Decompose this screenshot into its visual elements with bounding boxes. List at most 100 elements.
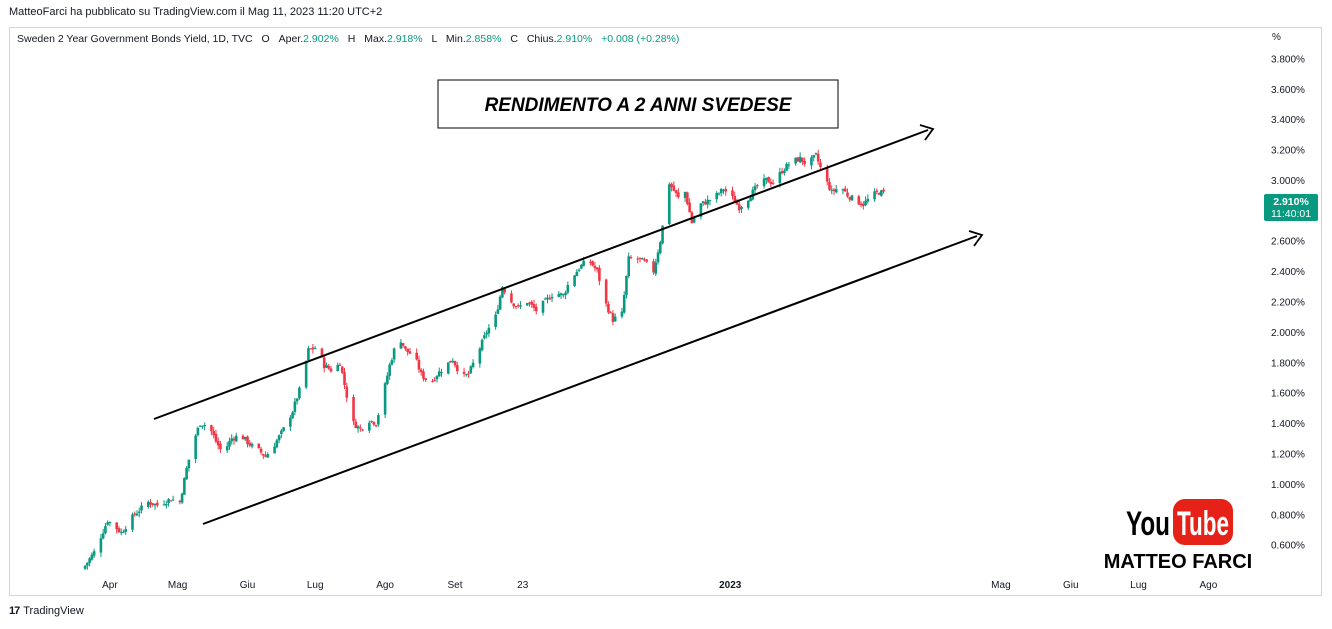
candle-body — [354, 421, 358, 429]
candle-body — [843, 188, 847, 192]
candle-body — [512, 303, 515, 307]
x-tick-label: Set — [448, 580, 463, 591]
candle-body — [573, 275, 576, 287]
candle-body — [203, 424, 206, 427]
candle-body — [122, 531, 125, 533]
candle-body — [708, 200, 712, 202]
candle-body — [390, 360, 394, 365]
candle-body — [282, 427, 285, 431]
candle-body — [769, 181, 773, 184]
candle-body — [740, 206, 743, 209]
candle-body — [717, 193, 721, 195]
candle-body — [262, 453, 265, 456]
channel-upper-line — [153, 124, 935, 420]
candle-body — [546, 297, 549, 300]
candle-body — [214, 433, 218, 442]
candle-body — [435, 376, 439, 380]
candle-body — [243, 437, 247, 440]
candle-body — [401, 343, 405, 346]
open-word: Aper. — [278, 33, 304, 45]
candle-body — [834, 189, 838, 193]
candle-body — [882, 189, 885, 192]
candle-body — [483, 335, 486, 339]
candle-body — [731, 190, 734, 197]
candle-body — [510, 293, 513, 303]
candle-body — [275, 440, 279, 448]
candle-body — [550, 296, 554, 299]
candle-body — [377, 415, 380, 425]
candle-body — [636, 258, 640, 260]
candle-body — [749, 198, 752, 202]
candle-body — [178, 500, 182, 503]
last-price-time: 11:40:01 — [1271, 208, 1311, 220]
candle-body — [683, 191, 687, 198]
candle-body — [345, 386, 349, 398]
candle-body — [534, 306, 538, 312]
high-word: Max. — [364, 33, 387, 45]
candle-body — [180, 493, 184, 503]
candle-body — [210, 425, 213, 432]
tradingview-footer[interactable]: 17 TradingView — [9, 605, 84, 617]
candle-body — [846, 192, 849, 197]
candle-body — [516, 305, 520, 307]
youtube-you-text: You — [1126, 505, 1170, 543]
candle-body — [733, 196, 737, 203]
candle-body — [598, 268, 601, 281]
candle-body — [620, 311, 624, 317]
candle-body — [196, 427, 200, 436]
y-tick-label: 3.600% — [1271, 85, 1305, 96]
candle-body — [543, 298, 547, 300]
candle-body — [320, 348, 324, 357]
candle-body — [622, 295, 626, 313]
candle-body — [417, 359, 421, 370]
candle-body — [873, 191, 876, 200]
y-tick-label: 2.000% — [1271, 328, 1305, 339]
y-tick-label: 1.200% — [1271, 449, 1305, 460]
candle-body — [451, 360, 455, 363]
y-tick-label: 1.800% — [1271, 358, 1305, 369]
candle-body — [753, 186, 757, 191]
x-tick-label: Giu — [240, 580, 256, 591]
candle-body — [291, 412, 294, 419]
candle-body — [814, 153, 818, 155]
candle-body — [767, 177, 770, 183]
candle-body — [424, 378, 428, 380]
candle-body — [627, 256, 631, 277]
candle-body — [762, 178, 766, 187]
candle-body — [704, 201, 707, 205]
symbol-legend: Sweden 2 Year Government Bonds Yield, 1D… — [17, 33, 679, 45]
candle-body — [812, 154, 815, 158]
candle-body — [654, 262, 658, 274]
candle-body — [686, 192, 689, 204]
candle-body — [778, 171, 782, 184]
x-tick-label: Mag — [991, 580, 1010, 591]
candle-body — [746, 200, 750, 208]
candle-body — [304, 360, 308, 388]
candle-body — [131, 514, 134, 530]
candle-body — [832, 189, 836, 192]
y-tick-label: 0.800% — [1271, 510, 1305, 521]
published-info: MatteoFarci ha pubblicato su TradingView… — [9, 6, 383, 18]
time-axis: Apr Mag Giu Lug Ago Set 23 2023 Mag Giu Lug Ago — [102, 580, 1218, 591]
candle-body — [187, 459, 191, 469]
candle-body — [816, 153, 820, 162]
candle-body — [862, 203, 865, 207]
close-word: Chius. — [526, 33, 557, 45]
candle-body — [503, 288, 506, 293]
candle-body — [106, 522, 109, 525]
candle-body — [737, 204, 741, 211]
candle-body — [153, 503, 157, 506]
candle-body — [857, 196, 861, 205]
candle-body — [183, 478, 186, 495]
candle-body — [859, 203, 863, 206]
candle-body — [356, 426, 360, 429]
candle-body — [591, 261, 594, 266]
candle-body — [140, 505, 143, 511]
candle-body — [514, 306, 518, 308]
chart-frame[interactable] — [9, 27, 1322, 596]
candle-body — [155, 502, 159, 506]
candle-body — [701, 201, 705, 204]
candle-body — [368, 422, 371, 431]
candle-body — [83, 565, 87, 569]
